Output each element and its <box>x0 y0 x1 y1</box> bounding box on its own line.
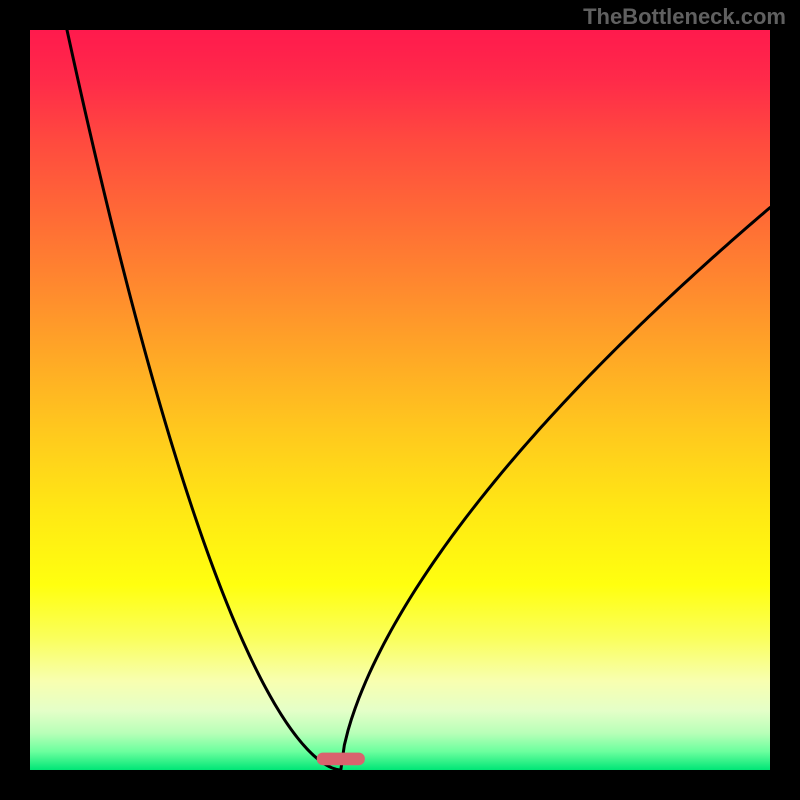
gradient-background <box>30 30 770 770</box>
plot-area <box>30 30 770 770</box>
watermark-label: TheBottleneck.com <box>583 4 786 30</box>
chart-svg <box>30 30 770 770</box>
minimum-marker <box>317 753 365 766</box>
